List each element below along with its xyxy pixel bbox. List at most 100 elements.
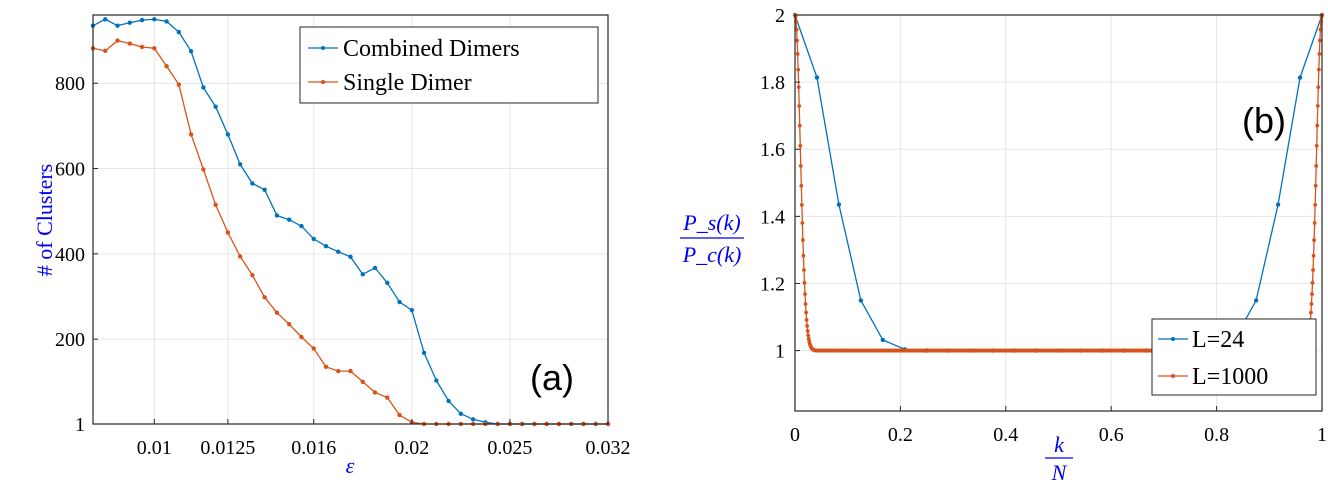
point-a-0: [311, 236, 316, 242]
point-b-1: [803, 302, 808, 306]
point-a-0: [115, 23, 120, 28]
chart-a-ylabel: # of Clusters: [32, 164, 57, 276]
point-b-1: [1315, 103, 1320, 108]
point-a-0: [262, 187, 267, 193]
point-b-1: [1312, 221, 1317, 225]
legend-a-single: Single Dimer: [343, 70, 472, 96]
panel-label-a: (a): [530, 357, 574, 398]
tick-label-a-x: 0.0125: [200, 437, 255, 459]
chart-b-frame: [794, 14, 1323, 412]
point-b-1: [1312, 238, 1316, 242]
point-b-1: [1318, 27, 1323, 32]
point-a-0: [336, 249, 341, 254]
point-b-1: [804, 317, 809, 322]
tick-label-b-x: 0: [790, 424, 800, 446]
point-b-1: [1316, 67, 1321, 72]
point-b-1: [801, 238, 805, 242]
point-a-0: [286, 217, 292, 222]
point-b-1: [1313, 202, 1318, 207]
point-a-0: [127, 20, 132, 25]
point-a-1: [176, 82, 182, 87]
point-b-1: [805, 324, 810, 328]
point-a-1: [127, 41, 132, 46]
point-b-1: [796, 67, 801, 72]
chart-b-ticks: 0 0.2 0.4 0.6 0.8 1 1 1.2 1.4 1.6 1.8 2: [760, 5, 1327, 446]
point-a-1: [225, 230, 231, 235]
point-a-1: [201, 167, 206, 172]
chart-a-ticks: 0.01 0.0125 0.016 0.02 0.025 0.032 1 200 400 600 8…: [55, 73, 631, 459]
point-b-1: [1315, 123, 1320, 128]
chart-a-xlabel: ε: [346, 453, 355, 478]
point-a-0: [470, 417, 476, 422]
series-b-line-1: [794, 14, 1323, 352]
point-a-0: [446, 398, 451, 404]
point-b-1: [804, 310, 808, 315]
point-b-0: [1275, 202, 1281, 207]
point-a-0: [274, 213, 280, 218]
point-b-1: [801, 253, 806, 258]
point-b-1: [805, 329, 810, 333]
point-a-1: [385, 395, 390, 400]
point-b-1: [1316, 85, 1321, 89]
point-b-1: [1314, 143, 1319, 148]
chart-a: 0.01 0.0125 0.016 0.02 0.025 0.032 1 200 400 600 8…: [32, 14, 631, 478]
point-a-1: [139, 44, 145, 50]
point-b-1: [795, 38, 800, 43]
point-b-1: [799, 202, 804, 207]
chart-b-xlabel-den: N: [1051, 460, 1068, 485]
tick-label-b-y: 1.8: [760, 72, 785, 94]
chart-b-legend: L=24 L=1000: [1151, 318, 1317, 396]
point-a-0: [188, 49, 194, 54]
point-a-0: [385, 280, 390, 286]
chart-a-frame: [92, 14, 609, 425]
chart-b-ylabel: P_s(k) P_c(k): [680, 210, 744, 267]
chart-b-series: [792, 12, 1325, 353]
point-a-1: [164, 63, 169, 69]
point-b-1: [1311, 268, 1315, 272]
point-b-1: [794, 27, 799, 32]
point-a-1: [323, 364, 329, 370]
point-a-0: [458, 411, 464, 416]
point-b-1: [800, 221, 805, 225]
point-a-0: [348, 254, 353, 260]
tick-label-b-x: 0.2: [888, 424, 913, 446]
point-a-1: [397, 412, 402, 418]
point-a-0: [164, 19, 169, 24]
legend-a-combined: Combined Dimers: [343, 36, 520, 62]
point-a-0: [323, 243, 329, 249]
point-a-1: [372, 390, 378, 395]
point-b-1: [806, 333, 811, 338]
point-b-1: [1317, 38, 1322, 43]
point-b-1: [1309, 310, 1313, 315]
point-b-1: [1311, 253, 1316, 258]
point-a-0: [103, 17, 108, 22]
point-b-1: [1317, 52, 1322, 56]
point-b-1: [798, 164, 803, 168]
point-a-1: [360, 379, 365, 384]
chart-a-legend: Combined Dimers Single Dimer: [299, 26, 599, 104]
point-b-1: [799, 183, 804, 188]
chart-b-xlabel: k N: [1045, 432, 1073, 485]
chart-b-ylabel-den: P_c(k): [682, 242, 742, 267]
point-a-1: [274, 310, 280, 315]
tick-label-a-y: 800: [55, 73, 85, 95]
chart-b-ylabel-num: P_s(k): [682, 210, 740, 235]
point-b-1: [802, 268, 806, 272]
point-b-1: [798, 143, 803, 148]
point-a-1: [115, 38, 120, 43]
tick-label-a-x: 0.032: [586, 437, 631, 459]
point-a-1: [299, 334, 304, 340]
point-b-1: [1310, 280, 1315, 285]
tick-label-a-x: 0.01: [137, 437, 172, 459]
point-a-0: [225, 132, 231, 137]
point-b-0: [880, 337, 886, 343]
chart-a-series: [90, 17, 611, 427]
point-a-1: [188, 132, 194, 137]
point-b-0: [836, 202, 842, 207]
tick-label-a-y: 400: [55, 244, 85, 266]
tick-label-b-x: 1: [1317, 424, 1327, 446]
point-a-0: [201, 85, 206, 90]
point-a-0: [139, 17, 145, 23]
point-a-1: [262, 295, 267, 300]
